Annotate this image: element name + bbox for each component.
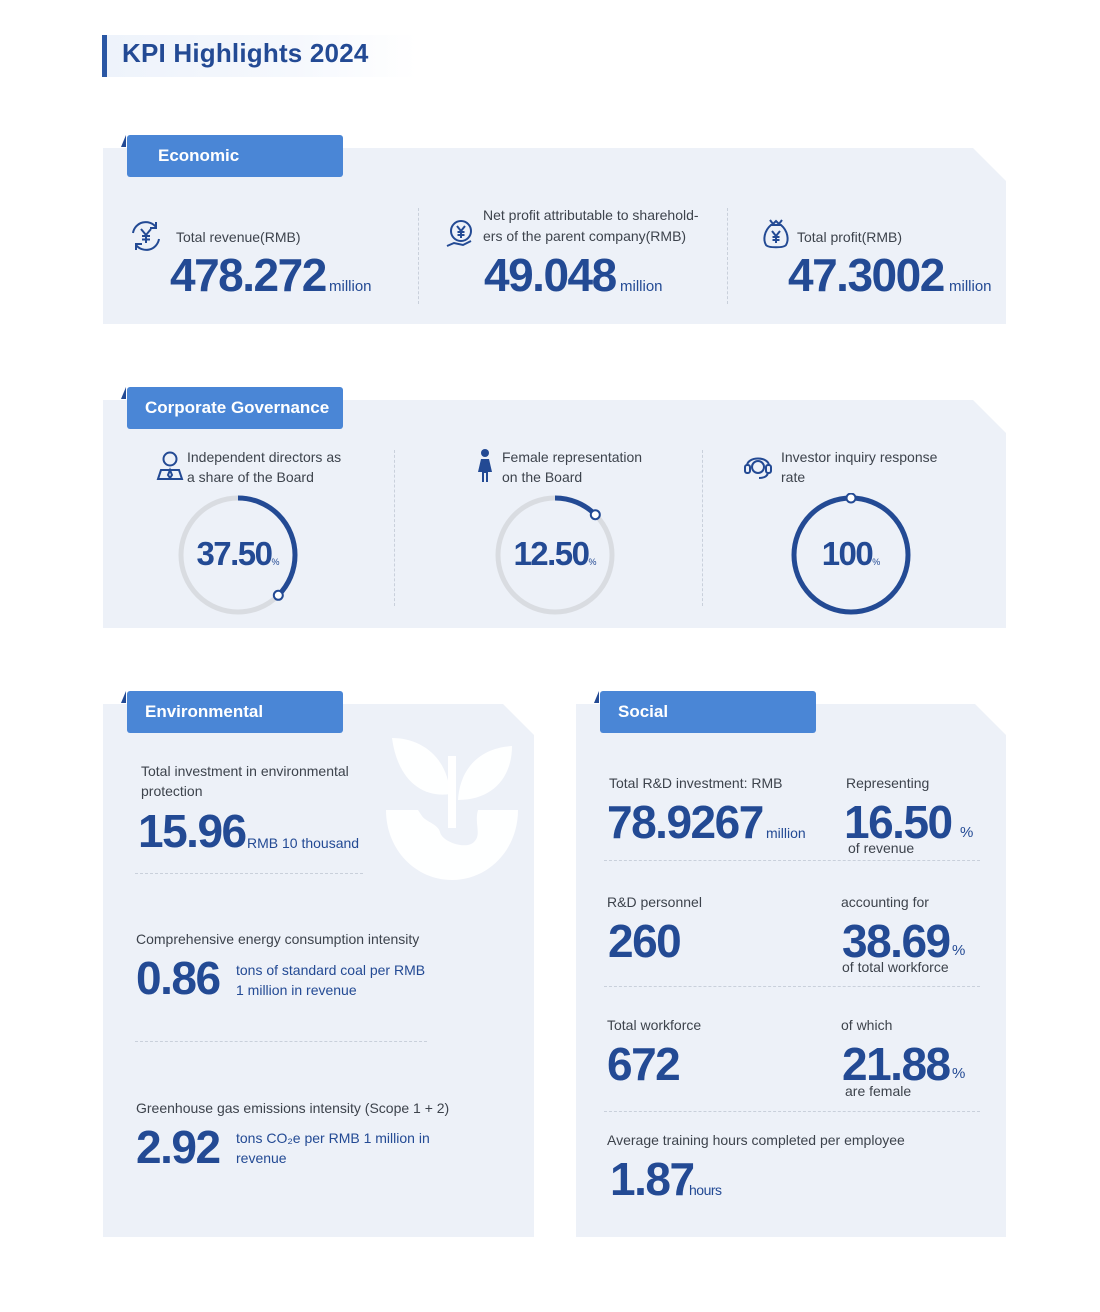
env-investment-label-1: Total investment in environmental [141,763,349,779]
net-profit-label-1: Net profit attributable to sharehold- [483,207,699,223]
governance-panel [103,400,1006,628]
money-bag-icon [760,216,792,252]
director-icon [156,450,184,482]
net-profit-unit: million [620,278,663,295]
rd-personnel-share-sub: of total workforce [842,959,949,975]
ring-end-dot [589,509,601,521]
env-investment-value: 15.96 [138,805,247,857]
revenue-label: Total revenue(RMB) [176,229,301,245]
energy-unit-2: 1 million in revenue [236,982,357,998]
total-profit-value: 47.3002 [788,249,945,301]
training-value: 1.87 [610,1153,695,1205]
investor-label-2: rate [781,469,806,485]
directors-label-2: a share of the Board [187,469,314,485]
divider [604,1111,980,1112]
workforce-label: Total workforce [607,1017,702,1033]
female-share-label: of which [841,1017,893,1033]
female-label-2: on the Board [502,469,583,485]
divider [135,1041,427,1042]
female-share-unit: % [952,1065,966,1082]
rd-share-label: Representing [846,775,930,791]
ring-progress [495,495,615,615]
investor-ring [789,492,913,622]
ring-progress [178,495,298,615]
ghg-unit-2: revenue [236,1150,287,1166]
rd-investment-value: 78.9267 [607,796,764,848]
governance-tab: Corporate Governance [127,387,343,429]
rd-personnel-value: 260 [608,915,682,967]
env-investment-label-2: protection [141,783,203,799]
rd-investment-unit: million [766,825,806,841]
tab-notch [121,691,126,703]
female-share-value: 21.88 [842,1038,951,1090]
ring-end-dot [845,492,857,504]
divider [394,450,395,606]
directors-unit: % [271,557,280,567]
ghg-value: 2.92 [136,1121,221,1173]
training-label: Average training hours completed per emp… [607,1132,905,1148]
social-tab: Social [600,691,816,733]
revenue-value: 478.272 [170,249,327,301]
economic-tab: Economic [127,135,343,177]
rd-share-sub: of revenue [848,840,915,856]
yuan-hand-icon [444,218,478,252]
investor-unit: % [872,557,881,567]
economic-panel [103,148,1006,324]
total-profit-unit: million [949,278,992,295]
ghg-label: Greenhouse gas emissions intensity (Scop… [136,1100,450,1116]
energy-unit-1: tons of standard coal per RMB [236,962,426,978]
divider [727,208,728,304]
social-panel [576,704,1006,1237]
page-title: KPI Highlights 2024 [122,38,369,68]
leaf-globe-icon [382,738,522,883]
directors-value-wrap: 37.50% [176,535,300,573]
female-share-sub: are female [845,1083,912,1099]
net-profit-label-2: ers of the parent company(RMB) [483,228,687,244]
energy-label: Comprehensive energy consumption intensi… [136,931,420,947]
rd-personnel-share-unit: % [952,942,966,959]
env-investment-unit: RMB 10 thousand [247,835,360,851]
divider [604,860,980,861]
workforce-value: 672 [607,1038,681,1090]
training-unit: hours [689,1182,722,1198]
ring-end-dot [272,589,284,601]
rd-investment-label: Total R&D investment: RMB [609,775,783,791]
directors-ring [176,493,300,622]
tab-notch [121,135,126,147]
female-value: 12.50 [513,535,590,572]
rd-personnel-label: R&D personnel [607,894,702,910]
divider [702,450,703,606]
rd-personnel-share-label: accounting for [841,894,929,910]
divider [418,208,419,304]
female-label-1: Female representation [502,449,643,465]
investor-value-wrap: 100% [789,535,913,573]
total-profit-label: Total profit(RMB) [797,229,903,245]
headset-icon [742,450,774,480]
title-accent-bar [102,35,107,77]
female-value-wrap: 12.50% [493,535,617,573]
directors-label-1: Independent directors as [187,449,342,465]
environmental-tab: Environmental [127,691,343,733]
investor-value: 100 [821,535,874,572]
title-highlight [107,35,417,77]
tab-notch [594,691,599,703]
net-profit-value: 49.048 [484,249,617,301]
directors-value: 37.50 [196,535,273,572]
female-unit: % [588,557,597,567]
tab-notch [121,387,126,399]
divider [135,873,363,874]
female-ring [493,493,617,622]
rd-share-value: 16.50 [844,796,953,848]
investor-label-1: Investor inquiry response [781,449,938,465]
female-icon [476,448,494,484]
ghg-unit-1: tons CO₂e per RMB 1 million in [236,1130,430,1146]
revenue-unit: million [329,278,372,295]
energy-value: 0.86 [136,952,221,1004]
rd-share-unit: % [960,824,974,841]
yuan-cycle-icon [128,218,164,254]
divider [604,986,980,987]
rd-personnel-share-value: 38.69 [842,915,951,967]
